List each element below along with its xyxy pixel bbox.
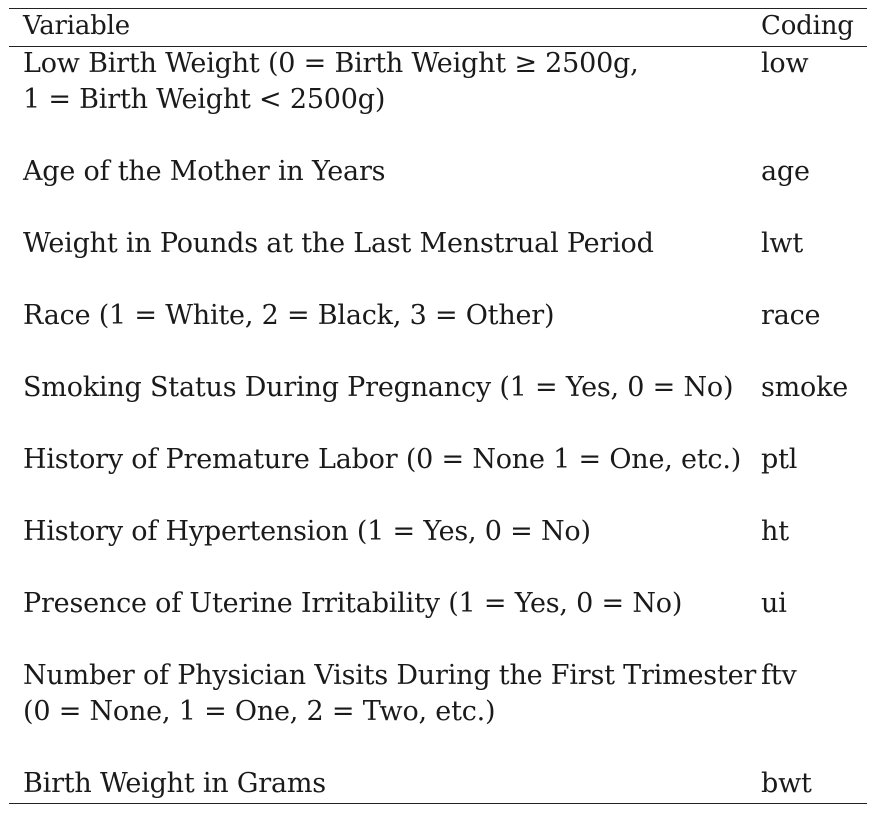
table-row-variable: History of Premature Labor (0 = None 1 =…	[23, 444, 742, 475]
table-row-variable: Presence of Uterine Irritability (1 = Ye…	[23, 588, 683, 619]
variable-line-1: Low Birth Weight (0 = Birth Weight ≥ 250…	[23, 48, 639, 79]
bottom-rule	[9, 803, 867, 805]
table-row-variable: Smoking Status During Pregnancy (1 = Yes…	[23, 372, 734, 403]
table-row-coding: ui	[761, 588, 787, 619]
table-row-variable: Low Birth Weight (0 = Birth Weight ≥ 250…	[23, 46, 639, 118]
table-row-variable: Weight in Pounds at the Last Menstrual P…	[23, 228, 654, 259]
header-variable: Variable	[23, 11, 130, 41]
variable-line-2: 1 = Birth Weight < 2500g)	[23, 84, 386, 115]
table-row-coding: low	[761, 48, 809, 79]
table-row-coding: smoke	[761, 372, 849, 403]
table-row-variable: Age of the Mother in Years	[23, 156, 386, 187]
table-row-variable: History of Hypertension (1 = Yes, 0 = No…	[23, 516, 591, 547]
table-row-coding: race	[761, 300, 821, 331]
header-coding: Coding	[761, 11, 854, 41]
top-rule	[9, 8, 867, 10]
header-rule	[9, 46, 867, 48]
table-row-variable: Birth Weight in Grams	[23, 768, 326, 799]
table-row-coding: ht	[761, 516, 789, 547]
table-row-coding: age	[761, 156, 810, 187]
table-row-coding: lwt	[761, 228, 803, 259]
table-row-coding: bwt	[761, 768, 812, 799]
table-row-variable: Race (1 = White, 2 = Black, 3 = Other)	[23, 300, 555, 331]
table-row-variable: Number of Physician Visits During the Fi…	[23, 658, 756, 730]
variable-line-2: (0 = None, 1 = One, 2 = Two, etc.)	[23, 696, 496, 727]
table-row-coding: ptl	[761, 444, 798, 475]
table-row-coding: ftv	[761, 660, 797, 691]
variable-line-1: Number of Physician Visits During the Fi…	[23, 660, 757, 691]
